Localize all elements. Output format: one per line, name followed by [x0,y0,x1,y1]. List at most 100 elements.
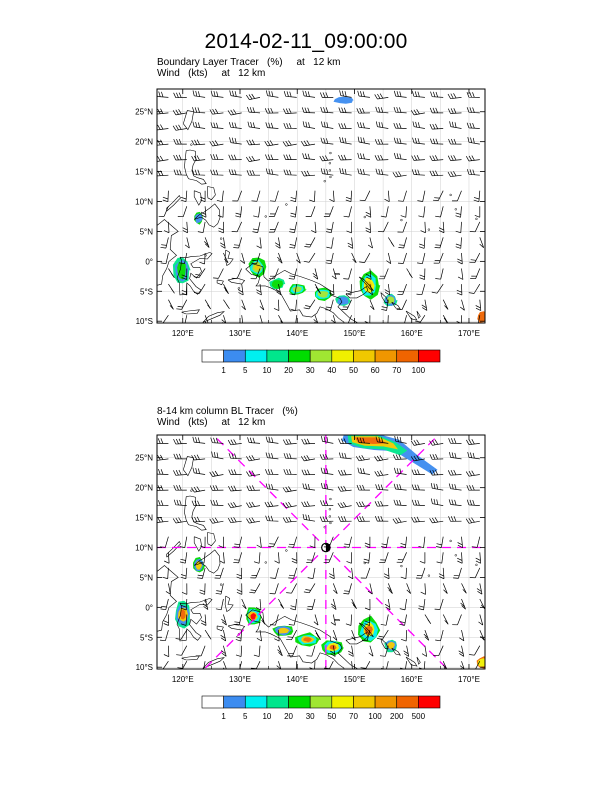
wind-barb [304,237,316,248]
wind-barb [374,500,389,507]
tracer-cloud-mindanao-level-1 [194,213,203,224]
wind-barb [455,221,462,234]
wind-barb [419,552,426,564]
wind-barb [328,284,335,296]
wind-barb [465,517,480,524]
colorbar-swatch [353,349,376,363]
wind-barb [157,91,169,98]
wind-barb [380,614,389,626]
wind-barb [396,299,407,311]
wind-barb [432,190,444,201]
coastline [345,632,369,645]
wind-barb [157,468,169,475]
wind-barb [296,252,301,264]
wind-barb [438,221,445,234]
wind-barb [448,516,462,522]
wind-barb [436,552,444,564]
tracer-cloud-birdshead-level-3 [250,613,257,620]
colorbar-swatch [223,695,246,709]
wind-barb [215,598,224,611]
wind-barb [302,153,316,160]
wind-barb [250,661,261,669]
graticule [157,435,485,669]
lon-tick-label: 160°E [401,675,423,684]
wind-barb [184,315,188,323]
colorbar-label: 60 [371,366,380,375]
wind-barb [311,221,317,234]
colorbar-swatch [288,695,311,709]
wind-barb [265,469,279,475]
wind-barb [406,583,412,594]
wind-barb [393,90,407,98]
coastline [193,190,202,206]
wind-barb [359,252,371,263]
wind-barb [240,252,246,264]
wind-barb [345,284,352,296]
wind-barb [320,168,334,176]
wind-barb [330,315,336,323]
colorbar-swatch [244,695,268,709]
wind-barb [433,252,444,264]
wind-barb [431,283,444,294]
wind-barb [400,661,407,669]
wind-barb [415,567,426,579]
coastline [245,263,359,323]
wind-barb [252,221,261,233]
wind-barb [233,536,243,548]
colorbar-swatch [331,695,354,709]
islet [475,217,478,221]
lon-tick-label: 130°E [229,329,251,338]
wind-barb [434,598,444,610]
wind-barb [233,237,243,249]
wind-barb [168,299,174,310]
wind-barb [237,284,244,296]
wind-barb [411,516,425,523]
wind-barb [264,501,279,508]
wind-barb [301,170,316,177]
colorbar-label: 10 [262,366,271,375]
wind-barb [247,121,261,129]
wind-barb [399,614,407,626]
wind-barb [246,501,261,508]
wind-barb [447,93,462,100]
wind-barb [301,501,316,508]
wind-barb [168,268,175,279]
wind-barb [270,567,279,579]
wind-barb [404,315,407,323]
wind-barb [223,661,227,669]
islet [329,497,332,501]
wind-barb [356,516,370,522]
wind-barb [357,90,370,98]
wind-barb [332,629,338,641]
wind-barb [283,154,297,160]
wind-barb [290,206,298,218]
wind-barb [253,552,261,564]
colorbar-label: 200 [390,712,404,721]
wind-barb [378,221,389,233]
wind-barb [374,470,389,477]
wind-barb [375,436,389,444]
wind-barb [475,552,482,564]
bottom-panel-subtitle-1: 8-14 km column BL Tracer (%) [157,406,298,417]
crosshair-lines [157,435,485,669]
wind-barb [163,645,170,658]
wind-barb [343,206,352,218]
wind-barb [417,190,426,202]
wind-barb [364,536,371,549]
wind-barb [165,583,171,595]
wind-barb [429,170,444,177]
wind-barb [325,299,334,311]
wind-barb [369,299,375,311]
wind-barb [301,438,316,445]
wind-barb [326,221,334,234]
coastline [391,301,401,310]
islet [328,508,332,511]
wind-barb [290,190,298,203]
wind-barb [320,137,334,145]
wind-barb [204,629,212,640]
wind-barb [351,629,356,641]
wind-barb [192,121,206,129]
wind-barb [406,268,413,279]
wind-barb [306,552,316,564]
